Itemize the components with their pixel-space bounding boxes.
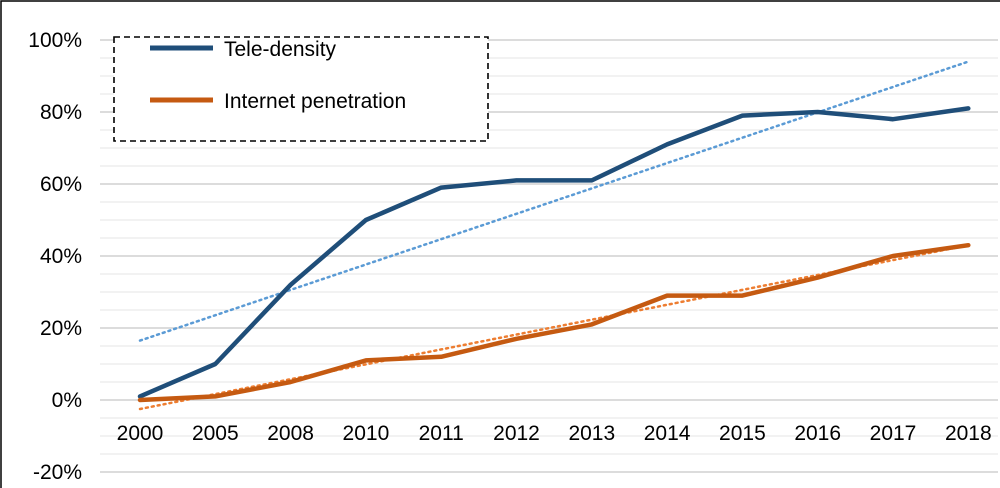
series-line-tele-density <box>137 106 971 399</box>
x-axis-ticks: 2000 2005 2008 2010 2011 2012 2013 2014 2015 2016… <box>117 422 992 445</box>
y-tick-label: 60% <box>40 173 82 196</box>
x-tick-label: 2015 <box>719 422 766 445</box>
y-tick-label: 20% <box>40 317 82 340</box>
x-tick-label: 2018 <box>945 422 992 445</box>
x-tick-label: 2000 <box>117 422 164 445</box>
x-tick-label: 2005 <box>192 422 239 445</box>
legend: Tele-density Internet penetration <box>113 36 489 142</box>
x-tick-label: 2013 <box>568 422 615 445</box>
legend-label-tele-density: Tele-density <box>224 38 337 61</box>
y-tick-label: 100% <box>28 29 82 52</box>
legend-box <box>113 36 489 142</box>
y-tick-label: -20% <box>33 461 82 484</box>
x-tick-label: 2017 <box>870 422 917 445</box>
series-line-internet-penetration <box>137 242 971 403</box>
series-lines <box>137 106 971 403</box>
x-tick-label: 2016 <box>794 422 841 445</box>
x-tick-label: 2012 <box>493 422 540 445</box>
x-tick-label: 2010 <box>343 422 390 445</box>
y-tick-label: 80% <box>40 101 82 124</box>
y-tick-label: 0% <box>52 389 82 412</box>
y-tick-label: 40% <box>40 245 82 268</box>
legend-label-internet-penetration: Internet penetration <box>224 90 406 113</box>
y-axis-ticks: -20% 0% 20% 40% 60% 80% 100% <box>28 29 82 484</box>
x-tick-label: 2008 <box>267 422 314 445</box>
x-tick-label: 2011 <box>419 422 464 445</box>
x-tick-label: 2014 <box>644 422 691 445</box>
trendline-tele-density <box>138 60 970 342</box>
